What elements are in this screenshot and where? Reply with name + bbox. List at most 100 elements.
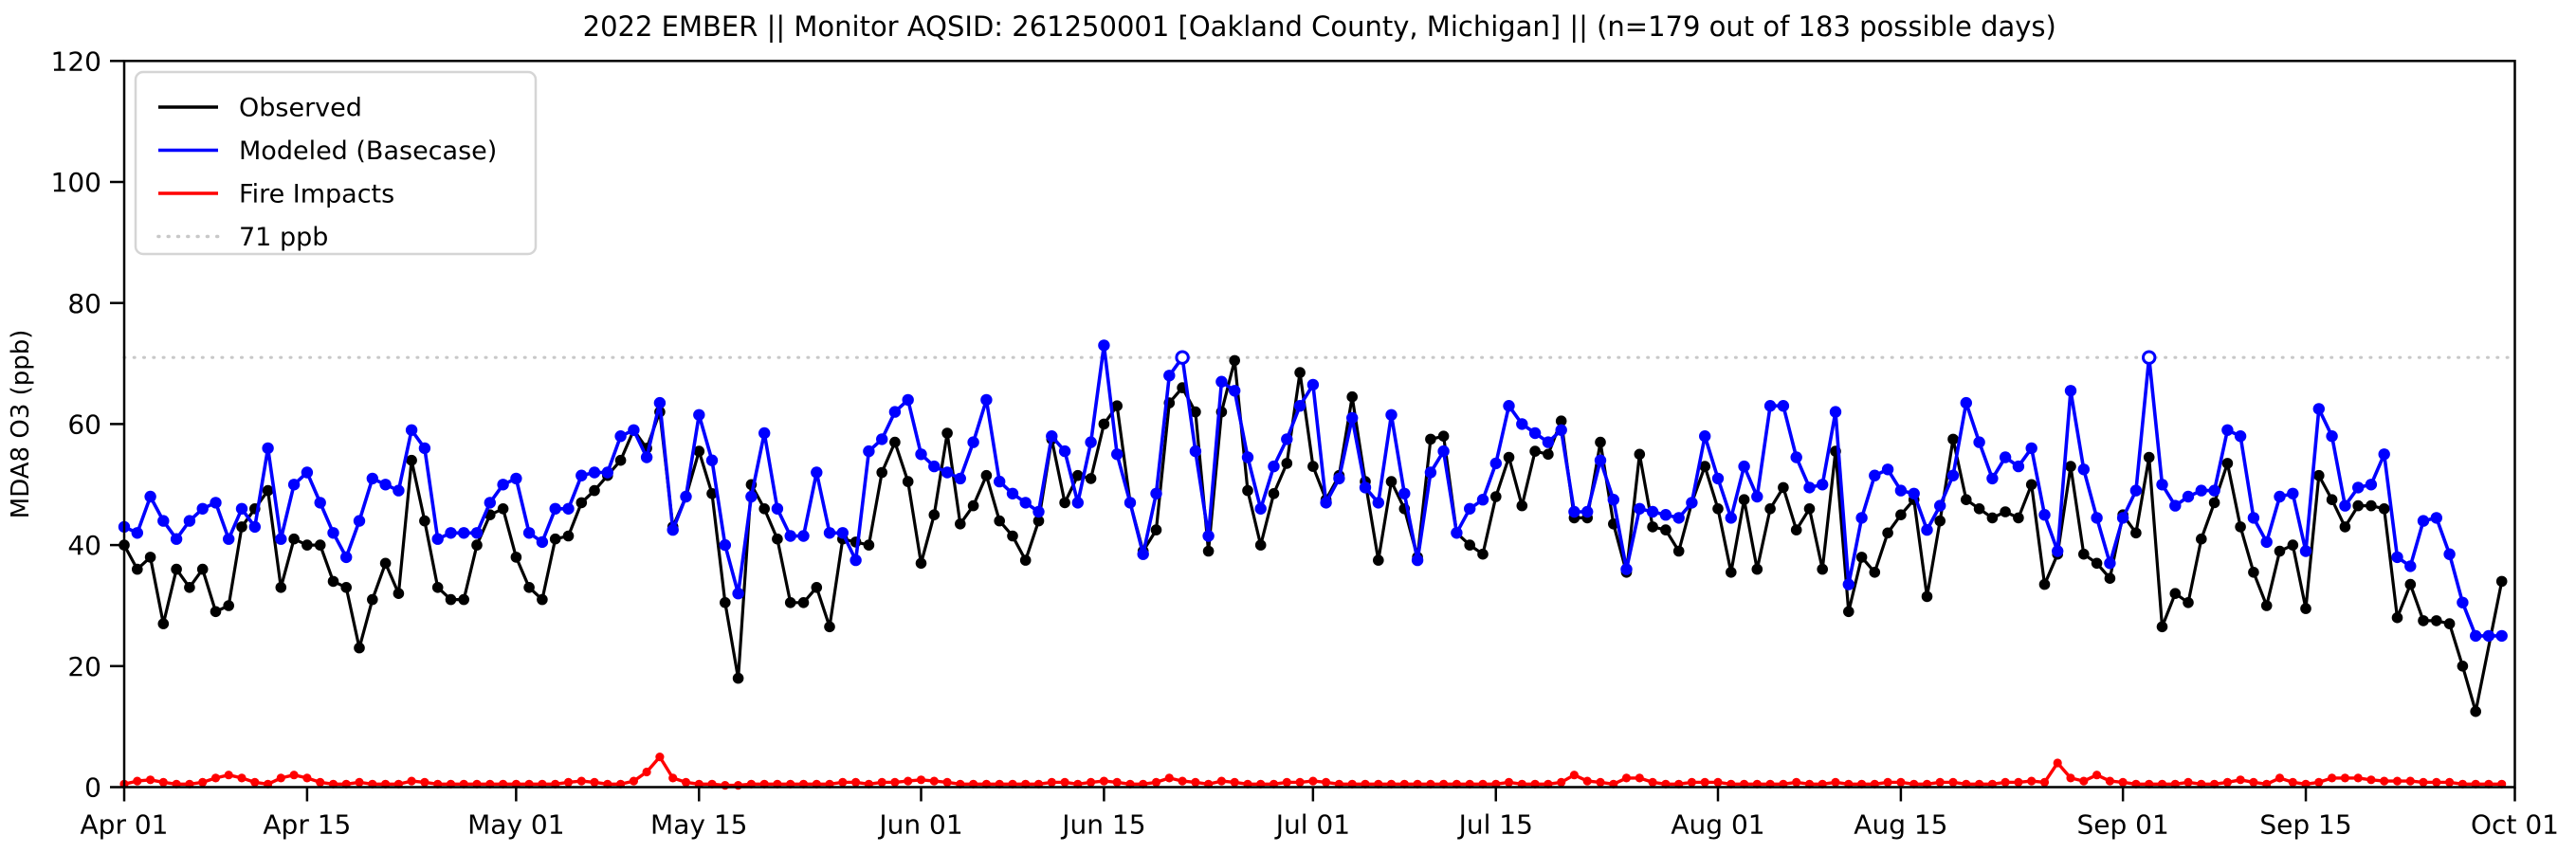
data-point: [262, 484, 274, 497]
data-point: [1071, 497, 1085, 509]
data-point: [2419, 777, 2428, 788]
data-point: [1282, 777, 1291, 788]
data-point: [2300, 603, 2311, 614]
data-point: [2288, 777, 2297, 788]
data-point: [1607, 494, 1620, 506]
data-point: [379, 557, 392, 570]
data-point: [1503, 400, 1515, 412]
data-point: [2143, 451, 2155, 463]
y-tick-label: 0: [84, 772, 101, 804]
data-point: [1855, 552, 1868, 563]
data-point: [589, 484, 600, 497]
data-point: [157, 618, 170, 629]
data-point: [2495, 629, 2508, 643]
data-point: [562, 530, 575, 542]
data-point: [497, 479, 509, 491]
y-tick-label: 20: [67, 651, 101, 682]
data-point: [994, 475, 1006, 488]
data-point: [614, 430, 627, 443]
data-point: [158, 777, 168, 788]
data-point: [824, 621, 835, 633]
data-point: [784, 597, 796, 608]
data-point: [705, 454, 719, 466]
data-point: [653, 396, 667, 409]
data-point: [2353, 773, 2363, 783]
data-point: [1883, 777, 1892, 788]
data-point: [340, 582, 353, 593]
data-point: [248, 520, 261, 534]
data-point: [2287, 539, 2299, 551]
data-point: [1921, 590, 1933, 603]
data-point: [1164, 773, 1174, 783]
data-point: [2130, 527, 2142, 539]
data-point: [250, 777, 260, 788]
data-point: [1072, 469, 1084, 481]
data-point: [850, 554, 862, 567]
data-point: [1687, 777, 1696, 788]
x-axis: Apr 01 Apr 15 May 01 May 15 Jun 01 Jun 15 Jul …: [81, 787, 2559, 841]
y-tick-label: 100: [51, 167, 101, 198]
data-point: [2196, 533, 2207, 545]
data-point: [236, 521, 247, 533]
data-point: [2431, 615, 2442, 626]
data-point: [1635, 773, 1644, 783]
data-point: [980, 469, 993, 481]
data-point: [838, 777, 848, 788]
data-point: [2339, 499, 2351, 512]
data-point: [2169, 499, 2182, 512]
data-point: [563, 777, 574, 788]
data-point: [967, 499, 979, 512]
data-point: [170, 533, 183, 545]
data-point: [640, 451, 653, 463]
data-point: [706, 488, 718, 499]
data-point: [2000, 506, 2011, 517]
x-tick-label: Jul 15: [1457, 809, 1533, 841]
data-point: [235, 502, 248, 515]
data-point: [2038, 509, 2051, 521]
data-point: [144, 552, 156, 563]
data-point: [1792, 777, 1801, 788]
legend-label: Fire Impacts: [239, 180, 394, 209]
data-point: [2443, 548, 2456, 560]
data-point: [1322, 777, 1331, 788]
data-point: [301, 539, 313, 551]
data-point: [1306, 378, 1320, 391]
data-point: [667, 523, 679, 536]
data-point: [876, 466, 887, 479]
data-point: [2079, 776, 2089, 786]
data-point: [902, 476, 914, 487]
data-point: [732, 588, 744, 600]
data-point: [2274, 490, 2286, 503]
data-point: [954, 472, 966, 485]
data-point: [522, 527, 536, 539]
data-point: [1425, 433, 1436, 445]
data-point: [1751, 563, 1763, 575]
data-point: [2012, 460, 2025, 473]
data-point: [797, 597, 810, 608]
data-point: [629, 776, 639, 786]
data-point: [1398, 487, 1411, 499]
data-point: [2366, 775, 2376, 785]
data-point: [1293, 400, 1306, 412]
data-point: [1803, 503, 1816, 515]
data-point: [2195, 484, 2207, 497]
data-point: [1281, 433, 1293, 445]
data-point: [1699, 430, 1711, 443]
data-point: [928, 509, 941, 520]
data-point: [1490, 491, 1502, 502]
data-point: [2169, 588, 2182, 599]
data-point: [2025, 479, 2037, 491]
data-point: [302, 773, 312, 783]
data-point: [1713, 777, 1723, 788]
data-point: [2340, 773, 2349, 783]
data-point: [1373, 554, 1384, 566]
data-point: [497, 503, 509, 515]
data-point: [276, 773, 285, 783]
data-point: [2221, 424, 2234, 436]
data-point: [693, 408, 705, 421]
data-point: [772, 533, 783, 545]
data-point: [1346, 411, 1359, 425]
legend-label: Modeled (Basecase): [239, 136, 497, 166]
data-point: [1047, 777, 1056, 788]
data-point: [2260, 535, 2273, 549]
